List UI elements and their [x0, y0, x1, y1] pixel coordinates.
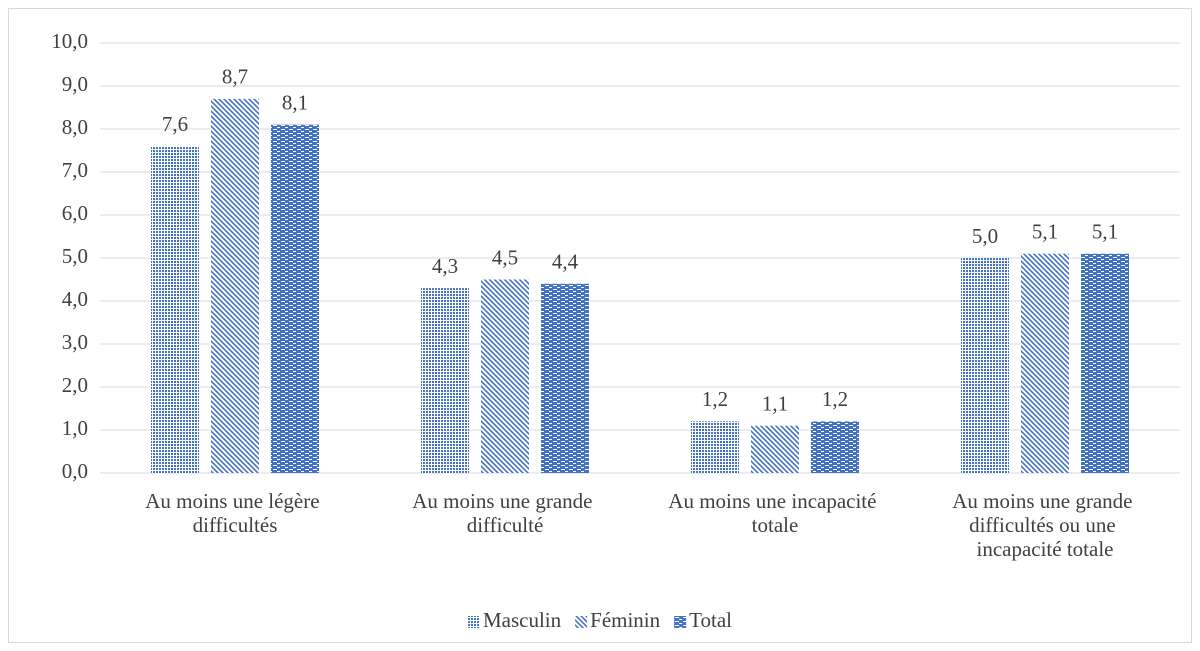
bar: [541, 283, 589, 473]
bar: [481, 279, 529, 473]
legend-swatch: [467, 616, 480, 628]
bar: [691, 421, 739, 473]
legend-label: Total: [689, 608, 732, 632]
data-label: 1,2: [822, 387, 848, 411]
y-tick-label: 0,0: [62, 459, 88, 483]
y-tick-label: 9,0: [62, 72, 88, 96]
bar: [1021, 253, 1069, 473]
legend-label: Masculin: [483, 608, 562, 632]
bar: [421, 288, 469, 473]
bar: [211, 98, 259, 474]
x-tick-label: Au moins une grande difficulté: [412, 489, 597, 537]
y-tick-label: 8,0: [62, 115, 88, 139]
data-label: 4,4: [552, 250, 579, 274]
y-tick-label: 4,0: [62, 287, 88, 311]
legend-item: Total: [674, 608, 732, 632]
bar: [811, 421, 859, 473]
y-tick-label: 6,0: [62, 201, 88, 225]
y-tick-label: 5,0: [62, 244, 88, 268]
legend-swatch: [674, 616, 687, 628]
data-label: 5,1: [1032, 220, 1058, 244]
legend-item: Féminin: [575, 608, 661, 632]
x-tick-label: Au moins une incapacité totale: [668, 489, 881, 537]
bar: [751, 425, 799, 473]
data-label: 1,2: [702, 387, 728, 411]
y-tick-label: 2,0: [62, 373, 88, 397]
data-label: 4,3: [432, 254, 458, 278]
y-tick-label: 1,0: [62, 416, 88, 440]
bar: [151, 146, 199, 473]
legend-label: Féminin: [590, 608, 661, 632]
legend-swatch: [575, 616, 588, 628]
legend-item: Masculin: [467, 608, 562, 632]
y-tick-label: 10,0: [51, 29, 88, 53]
data-label: 8,1: [282, 91, 308, 115]
bar: [1081, 253, 1129, 473]
bar: [271, 124, 319, 473]
y-tick-label: 7,0: [62, 158, 88, 182]
data-label: 1,1: [762, 392, 788, 416]
data-label: 5,1: [1092, 220, 1118, 244]
data-label: 8,7: [222, 65, 248, 89]
x-tick-label: Au moins une légère difficultés: [145, 489, 325, 537]
data-label: 7,6: [162, 112, 188, 136]
bar: [961, 258, 1009, 473]
data-label: 5,0: [972, 224, 998, 248]
y-tick-label: 3,0: [62, 330, 88, 354]
x-tick-label: Au moins une grande difficultés ou une i…: [952, 489, 1137, 561]
data-label: 4,5: [492, 245, 518, 269]
